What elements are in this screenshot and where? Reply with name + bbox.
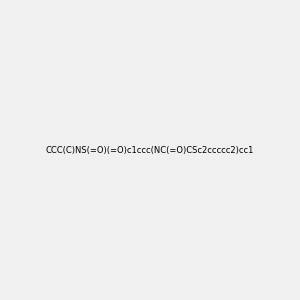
Text: CCC(C)NS(=O)(=O)c1ccc(NC(=O)CSc2ccccc2)cc1: CCC(C)NS(=O)(=O)c1ccc(NC(=O)CSc2ccccc2)c… bbox=[46, 146, 254, 154]
